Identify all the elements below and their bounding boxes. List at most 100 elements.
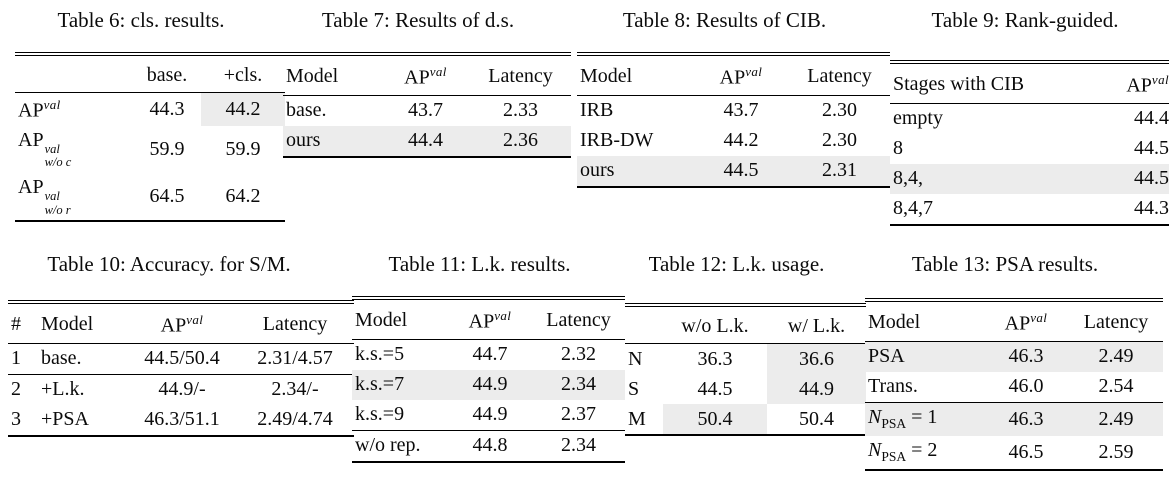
table-cell: APval (18, 96, 61, 122)
table-cell: base. (286, 99, 327, 122)
column-header: Latency (236, 302, 354, 344)
table10-accuracy-sm: # Model APval Latency 1 base. 44.5/50.4 2.31/4.… (8, 300, 354, 437)
table-cell: 2.34 (532, 369, 625, 400)
table8-caption: Table 8: Results of CIB. (622, 8, 827, 32)
table-cell: 2.49 (1069, 401, 1163, 436)
table-row: IRB 43.7 2.30 (577, 95, 890, 126)
table-cell: 2.33 (503, 99, 538, 122)
table8-block: Table 8: Results of CIB. Model APval Laten… (577, 8, 890, 188)
table12-caption: Table 12: L.k. usage. (648, 252, 825, 276)
table-cell: k.s.=5 (355, 343, 405, 366)
table-cell: 46.3 (983, 341, 1069, 372)
table-cell: 43.7 (723, 99, 759, 122)
table-cell: 64.5 (149, 185, 185, 208)
table-row: Trans. 46.0 2.54 (865, 372, 1163, 403)
table-cell: 2 (8, 373, 38, 405)
column-header: Model (283, 54, 381, 96)
table7-block: Table 7: Results of d.s. Model APval Laten… (283, 8, 571, 158)
table6-cls-results: base. +cls. APval 44.3 44.2 AP val w/o c 59.9 59.… (15, 52, 285, 223)
supsub-script: val w/o c (44, 142, 72, 170)
table-cell: ours (283, 125, 381, 157)
table-cell: 2.31/4.57 (257, 347, 333, 370)
column-header: # (8, 302, 38, 344)
table-row: ours 44.5 2.31 (577, 155, 890, 187)
column-header: Stages with CIB (890, 62, 1083, 104)
column-header: +cls. (201, 54, 285, 93)
table-cell: 2.49 (1069, 341, 1163, 372)
table-row: 2 +L.k. 44.9/- 2.34/- (8, 373, 354, 405)
table-cell: 50.4 (663, 404, 767, 435)
table-cell: ours (577, 155, 693, 187)
table-row: AP val w/o r 64.5 64.2 (15, 173, 285, 221)
column-header: APval (128, 302, 236, 344)
header-row: Stages with CIB APval (890, 62, 1169, 104)
table11-lk-results: Model APval Latency k.s.=5 44.7 2.32 k.s.=7 44.… (352, 296, 625, 463)
table-cell: 44.3 (1134, 197, 1169, 220)
column-header: APval (1083, 62, 1169, 104)
table-row: base. 43.7 2.33 (283, 95, 571, 126)
table-cell: 2.37 (561, 403, 596, 426)
table-cell: 1 (11, 347, 21, 370)
table11-caption: Table 11: L.k. results. (388, 252, 571, 276)
table-cell: PSA (865, 341, 983, 372)
table-cell: 44.2 (201, 92, 285, 126)
table-cell: 2.31 (789, 155, 890, 187)
table10-caption: Table 10: Accuracy. for S/M. (47, 252, 291, 276)
table-row: PSA 46.3 2.49 (865, 341, 1163, 372)
table-cell: N (628, 347, 643, 370)
table-cell: 46.5 (1008, 440, 1044, 463)
table7-results-of-ds: Model APval Latency base. 43.7 2.33 ours 44.4 2.… (283, 52, 571, 158)
table-cell: 2.30 (822, 129, 857, 152)
column-header: Model (577, 54, 693, 96)
column-header: APval (983, 300, 1069, 342)
table-cell: 44.5 (1134, 137, 1169, 160)
table-cell: 2.49/4.74 (257, 408, 333, 431)
table-cell: IRB (580, 99, 614, 122)
table-cell: 44.9/- (128, 373, 236, 405)
column-header: Latency (789, 54, 890, 96)
table-cell: 46.3/51.1 (144, 408, 220, 431)
table-cell: empty (893, 107, 943, 130)
column-header: w/o L.k. (663, 305, 767, 344)
table-row: k.s.=9 44.9 2.37 (352, 400, 625, 431)
table8-results-of-cib: Model APval Latency IRB 43.7 2.30 IRB-DW 44.2 2.… (577, 52, 890, 188)
table-cell: 44.5 (697, 377, 733, 400)
table-cell: k.s.=9 (355, 403, 405, 426)
table13-psa-results: Model APval Latency PSA 46.3 2.49 Trans. 46.0 2.… (865, 298, 1163, 471)
table-row: AP val w/o c 59.9 59.9 (15, 126, 285, 173)
table-cell: 2.36 (470, 125, 571, 157)
column-header (625, 305, 663, 344)
table-row: APval 44.3 44.2 (15, 92, 285, 126)
table-cell: 44.4 (1134, 107, 1169, 130)
table12-lk-usage: w/o L.k. w/ L.k. N 36.3 36.6 S 44.5 44.9 M 50.4 50… (625, 303, 866, 436)
column-header: Latency (1069, 300, 1163, 342)
table-row: 8 44.5 (890, 134, 1169, 164)
table-cell: 36.3 (697, 347, 733, 370)
table-row: NPSA = 1 46.3 2.49 (865, 401, 1163, 436)
table12-block: Table 12: L.k. usage. w/o L.k. w/ L.k. N 36… (625, 252, 866, 436)
table-cell: 2.34 (532, 429, 625, 462)
header-row: Model APval Latency (352, 298, 625, 340)
table-cell: 44.4 (381, 125, 470, 157)
header-row: Model APval Latency (577, 54, 890, 96)
table-cell: AP val w/o c (18, 129, 72, 170)
table-cell: 44.5/50.4 (144, 347, 220, 370)
table-cell: 64.2 (225, 185, 261, 208)
table13-block: Table 13: PSA results. Model APval Latency… (865, 252, 1163, 471)
column-header (15, 54, 133, 93)
table9-caption: Table 9: Rank-guided. (931, 8, 1119, 32)
table-row: NPSA = 2 46.5 2.59 (865, 436, 1163, 470)
table-row: N 36.3 36.6 (625, 343, 866, 374)
table-cell: 44.9 (448, 369, 532, 400)
header-row: base. +cls. (15, 54, 285, 93)
header-row: w/o L.k. w/ L.k. (625, 305, 866, 344)
table-row: 3 +PSA 46.3/51.1 2.49/4.74 (8, 405, 354, 436)
table-cell: 2.54 (1098, 375, 1134, 398)
table-cell: 2.34/- (236, 373, 354, 405)
table-cell: base. (41, 347, 82, 370)
table-cell: 44.9 (472, 403, 508, 426)
table10-block: Table 10: Accuracy. for S/M. # Model APval… (8, 252, 354, 437)
column-header: Model (865, 300, 983, 342)
table6-caption: Table 6: cls. results. (57, 8, 225, 32)
